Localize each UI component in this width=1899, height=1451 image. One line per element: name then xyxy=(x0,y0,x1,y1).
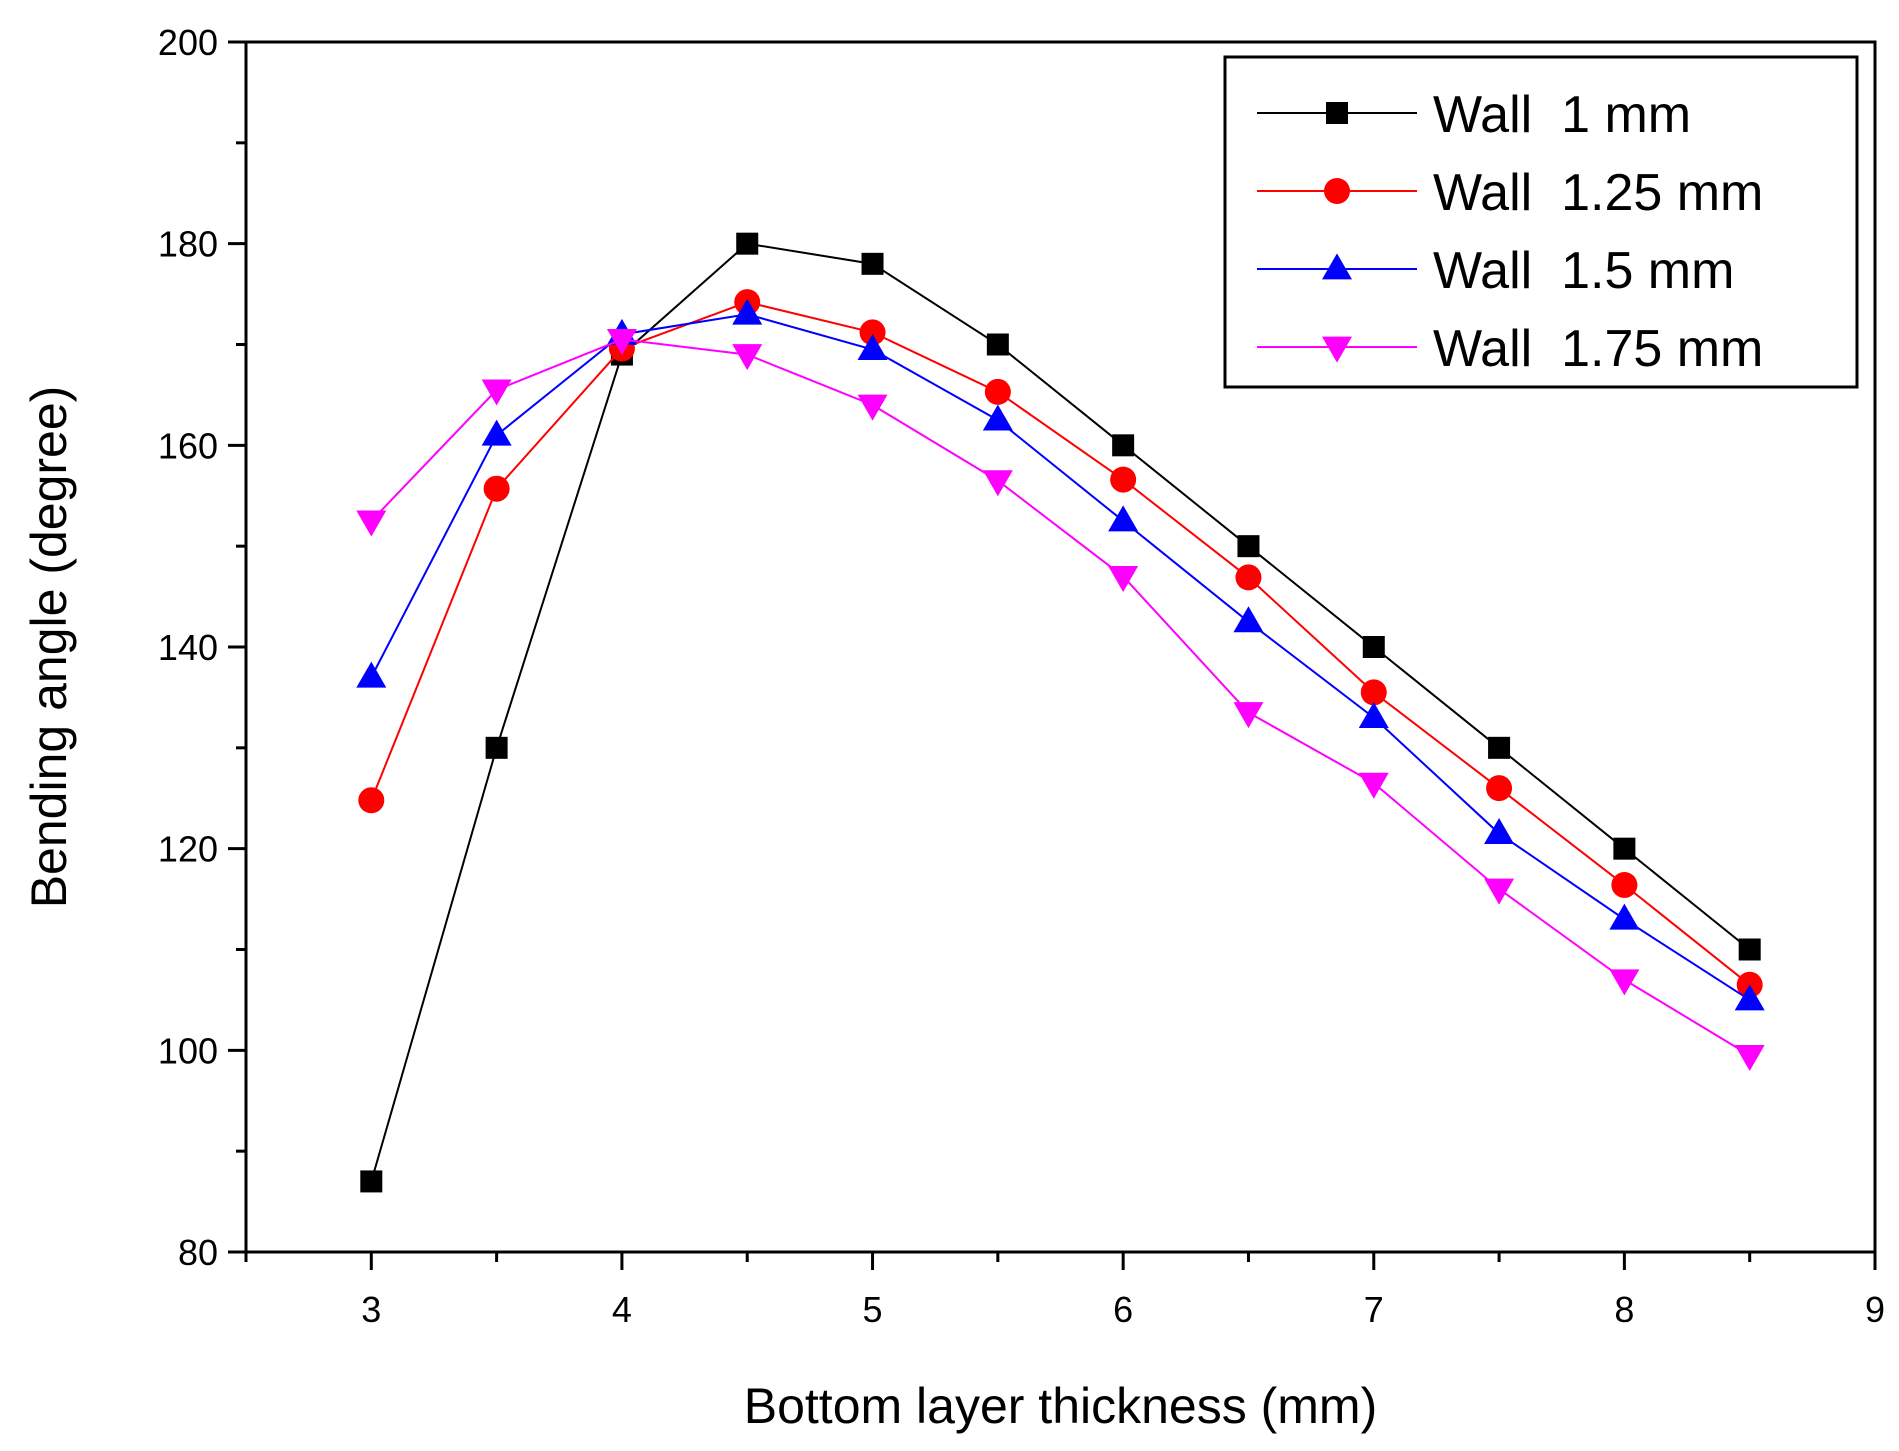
data-point xyxy=(1609,969,1640,996)
data-point xyxy=(481,419,512,446)
data-point xyxy=(1611,871,1638,898)
legend-item: Wall 1 mm xyxy=(1257,86,1691,144)
data-point xyxy=(984,378,1011,405)
data-point xyxy=(1233,702,1264,729)
x-tick-label: 3 xyxy=(361,1289,381,1330)
y-tick-label: 160 xyxy=(158,425,218,466)
data-point xyxy=(1738,938,1761,961)
series-line xyxy=(370,338,1751,1057)
legend-item: Wall 1.5 mm xyxy=(1257,242,1734,300)
legend-label: Wall 1.5 mm xyxy=(1433,242,1734,300)
data-point xyxy=(1233,606,1264,633)
data-point xyxy=(358,787,385,814)
data-point xyxy=(986,333,1009,356)
series-line xyxy=(370,313,1751,1001)
data-point xyxy=(1484,817,1515,844)
y-axis-title: Bending angle (degree) xyxy=(21,386,77,909)
x-tick-label: 4 xyxy=(612,1289,632,1330)
data-point xyxy=(1108,505,1139,532)
data-point xyxy=(1734,1044,1765,1071)
legend-label: Wall 1.25 mm xyxy=(1433,164,1763,222)
data-point xyxy=(1110,466,1137,493)
data-point xyxy=(732,298,763,325)
y-tick-label: 180 xyxy=(158,224,218,265)
legend-marker xyxy=(1324,178,1350,204)
axes-group: 3 4 5 6 7 8 9 80 100 120 140 160 180 200 xyxy=(158,22,1885,1330)
data-point xyxy=(732,344,763,371)
data-point xyxy=(1734,984,1765,1011)
data-point xyxy=(1486,775,1513,802)
data-point xyxy=(1360,679,1387,706)
data-point xyxy=(1484,878,1515,905)
y-tick-label: 200 xyxy=(158,22,218,63)
series-4 xyxy=(356,329,1765,1071)
data-point xyxy=(1358,772,1389,799)
data-point xyxy=(1358,701,1389,728)
data-point xyxy=(485,736,508,759)
x-tick-label: 9 xyxy=(1865,1289,1885,1330)
data-point xyxy=(481,379,512,406)
data-point xyxy=(1112,434,1135,457)
x-tick-label: 8 xyxy=(1614,1289,1634,1330)
series-1 xyxy=(360,232,1761,1193)
y-tick-label: 140 xyxy=(158,627,218,668)
data-point xyxy=(1362,636,1385,658)
x-tick-label: 7 xyxy=(1364,1289,1384,1330)
legend-label: Wall 1 mm xyxy=(1433,86,1691,144)
data-point xyxy=(982,470,1013,497)
x-axis-title: Bottom layer thickness (mm) xyxy=(744,1378,1377,1434)
y-tick-label: 80 xyxy=(178,1232,218,1273)
data-point xyxy=(857,394,888,421)
legend-marker xyxy=(1326,102,1348,124)
legend-marker xyxy=(1322,253,1352,280)
legend-label: Wall 1.75 mm xyxy=(1433,320,1763,378)
x-tick-label: 5 xyxy=(863,1289,883,1330)
data-point xyxy=(1609,903,1640,930)
data-point xyxy=(736,232,759,255)
legend-item: Wall 1.25 mm xyxy=(1257,164,1763,222)
series-line xyxy=(370,301,1751,986)
data-point xyxy=(606,329,637,356)
data-point xyxy=(861,252,884,275)
data-point xyxy=(1488,736,1511,759)
data-point xyxy=(982,404,1013,431)
data-point xyxy=(857,333,888,360)
y-tick-label: 120 xyxy=(158,829,218,870)
series-line xyxy=(370,242,1751,1182)
legend-item: Wall 1.75 mm xyxy=(1257,320,1763,378)
data-point xyxy=(1235,564,1262,591)
legend-marker xyxy=(1322,336,1352,363)
data-point xyxy=(356,510,387,537)
x-tick-label: 6 xyxy=(1113,1289,1133,1330)
y-tick-label: 100 xyxy=(158,1030,218,1071)
data-point xyxy=(483,475,510,502)
data-point xyxy=(859,319,886,346)
data-point xyxy=(360,1170,383,1193)
data-point xyxy=(356,661,387,688)
data-point xyxy=(1237,535,1260,558)
data-point xyxy=(1613,837,1636,860)
data-point xyxy=(1108,566,1139,593)
series-group xyxy=(356,232,1765,1193)
legend: Wall 1 mm Wall 1.25 mm Wall 1.5 mm Wall 1.7… xyxy=(1223,55,1859,389)
